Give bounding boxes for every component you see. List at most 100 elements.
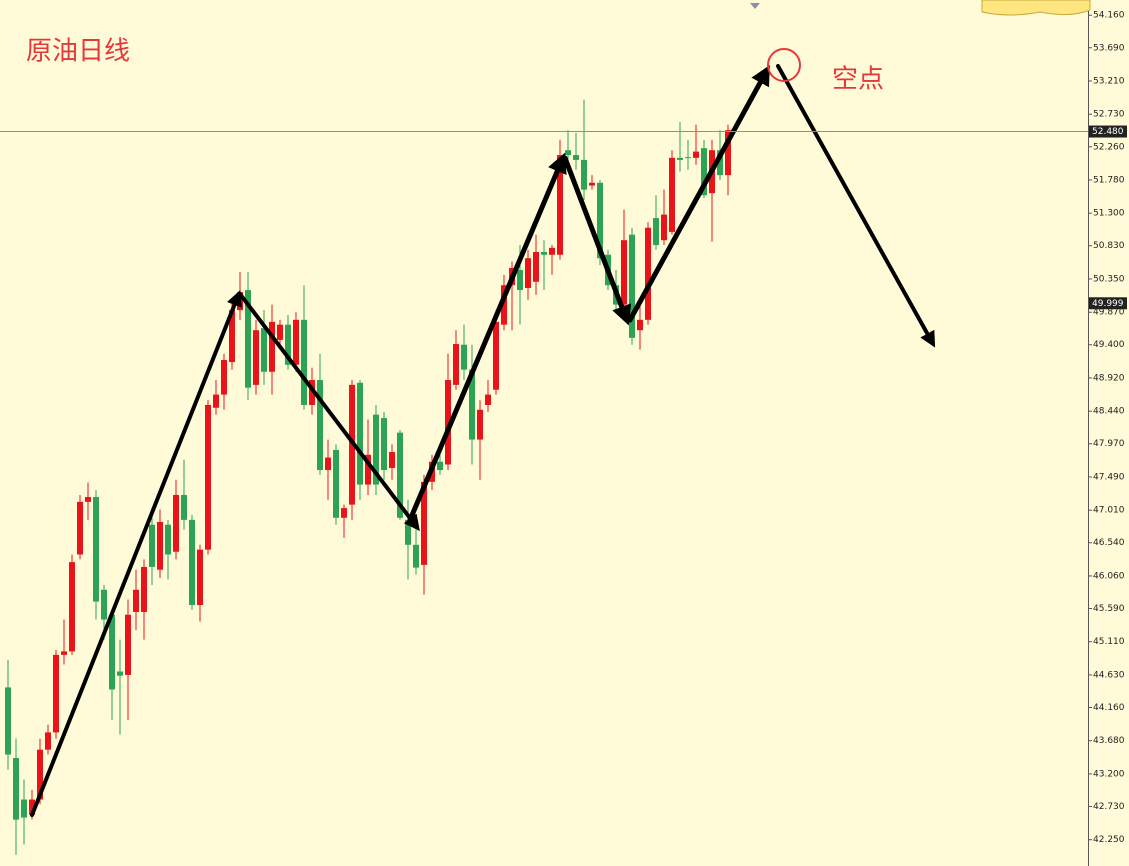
candle-body (533, 251, 539, 282)
y-tick-label: 47.010 (1093, 506, 1125, 516)
candle-body (637, 319, 643, 331)
scroll-marker (750, 3, 760, 9)
arrow (562, 155, 632, 326)
y-tick-label: 48.440 (1093, 407, 1125, 417)
candle-body (69, 562, 75, 652)
arrow (776, 64, 936, 348)
y-tick-label: 52.260 (1093, 142, 1125, 152)
candle-body (485, 394, 491, 405)
candle-body (325, 457, 331, 471)
y-tick-label: 46.060 (1093, 571, 1125, 581)
candle-body (357, 382, 363, 485)
candle-body (29, 799, 35, 815)
candle-body (157, 521, 163, 570)
candle-body (285, 324, 291, 365)
candle-body (109, 614, 115, 690)
y-tick-label: 44.630 (1093, 670, 1125, 680)
y-tick-label: 46.540 (1093, 538, 1125, 548)
y-tick-label: 49.870 (1093, 308, 1125, 318)
y-tick-label: 54.160 (1093, 11, 1125, 21)
candle-body (13, 758, 19, 820)
candle-body (565, 150, 571, 156)
candle-body (333, 449, 339, 518)
candle-body (173, 494, 179, 552)
candle-body (53, 654, 59, 733)
candle-body (301, 319, 307, 405)
candle-body (405, 519, 411, 545)
candle-body (5, 687, 11, 755)
candle-body (133, 589, 139, 612)
candle-body (309, 380, 315, 405)
y-tick-label: 48.920 (1093, 373, 1125, 383)
candle-body (261, 328, 267, 372)
candle-body (477, 409, 483, 440)
candle-body (101, 589, 107, 620)
candle-body (293, 319, 299, 365)
candle-body (725, 130, 731, 176)
candle-body (645, 227, 651, 320)
candle-body (589, 182, 595, 186)
candle-body (165, 524, 171, 555)
y-tick-label: 52.730 (1093, 110, 1125, 120)
y-tick-label: 42.250 (1093, 835, 1125, 845)
y-tick-label: 47.970 (1093, 439, 1125, 449)
candle-body (421, 481, 427, 565)
candle-body (397, 432, 403, 518)
candle-body (373, 414, 379, 485)
y-tick-label: 44.160 (1093, 703, 1125, 713)
widget (981, 0, 1091, 16)
candle-body (125, 614, 131, 675)
candle-body (197, 549, 203, 606)
candle-body (453, 344, 459, 385)
candle-body (597, 182, 603, 259)
chart-title: 原油日线 (26, 37, 130, 67)
candle-body (517, 269, 523, 291)
candle-body (37, 749, 43, 800)
y-tick-label: 53.690 (1093, 43, 1125, 53)
candle-body (221, 359, 227, 395)
candle-body (381, 418, 387, 471)
highlight-circle (767, 48, 801, 82)
candle-body (269, 321, 275, 372)
arrow (30, 290, 242, 817)
y-tick-label: 45.110 (1093, 637, 1125, 647)
arrow (407, 152, 567, 523)
y-tick-label: 51.300 (1093, 209, 1125, 219)
y-tick-label: 51.780 (1093, 175, 1125, 185)
y-tick-label: 45.590 (1093, 604, 1125, 614)
arrow (238, 292, 420, 532)
candle-body (253, 330, 259, 385)
candle-body (717, 150, 723, 176)
price-label-box (1089, 125, 1127, 138)
candle-body (245, 290, 251, 388)
candle-body (525, 258, 531, 288)
candle-body (653, 218, 659, 246)
candle-body (205, 404, 211, 550)
candle-body (389, 452, 395, 468)
candle-body (277, 324, 283, 340)
candle-body (341, 508, 347, 518)
candle-body (445, 380, 451, 465)
candle-body (661, 214, 667, 241)
candle-body (93, 497, 99, 602)
candle-body (21, 799, 27, 818)
candle-body (629, 234, 635, 338)
trend-arrows (30, 64, 936, 817)
price-label: 52.480 (1092, 127, 1124, 137)
y-tick-label: 42.730 (1093, 802, 1125, 812)
candle-body (189, 519, 195, 606)
candle-body (701, 148, 707, 196)
annotation: 空点 (832, 65, 884, 95)
candle-body (469, 369, 475, 440)
y-tick-label: 43.200 (1093, 769, 1125, 779)
arrow (627, 64, 770, 323)
candle-body (685, 157, 691, 159)
candle-body (149, 524, 155, 567)
y-tick-label: 43.680 (1093, 736, 1125, 746)
candle-body (549, 247, 555, 255)
candle-body (213, 394, 219, 408)
y-tick-label: 47.490 (1093, 472, 1125, 482)
candle-body (557, 155, 563, 255)
